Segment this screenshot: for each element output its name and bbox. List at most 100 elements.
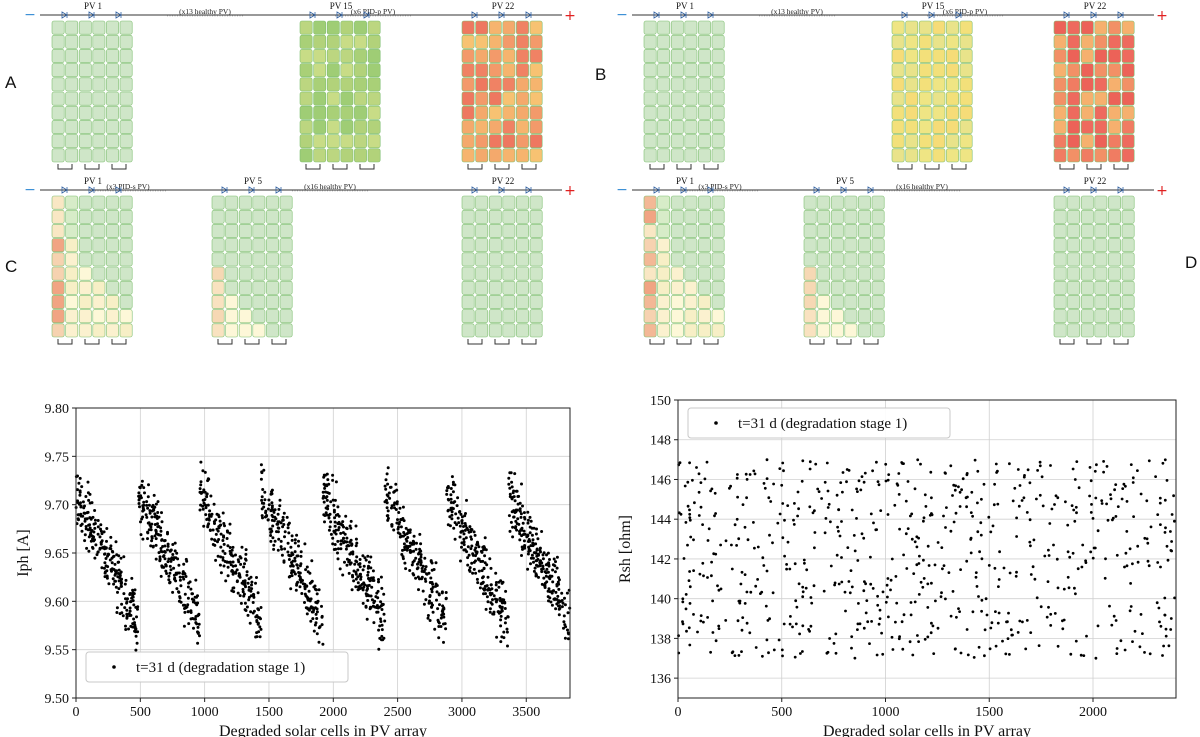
data-point (186, 585, 190, 589)
data-point (1028, 540, 1032, 544)
solar-cell (78, 295, 92, 309)
data-point (526, 567, 530, 571)
data-point (81, 500, 85, 504)
data-point (1145, 499, 1149, 503)
solar-cell (684, 148, 698, 163)
data-point (174, 579, 178, 583)
data-point (1004, 652, 1008, 656)
solar-cell (1108, 309, 1121, 324)
pv-module: PV 15 (299, 1, 381, 170)
solar-cell (905, 105, 919, 120)
solar-cell (516, 34, 529, 49)
data-point (822, 589, 826, 593)
data-point (278, 498, 282, 502)
data-point (965, 473, 969, 477)
data-point (1138, 645, 1142, 649)
solar-cell (657, 20, 671, 35)
data-point (799, 652, 802, 655)
solar-cell (340, 49, 354, 63)
solar-cell (516, 148, 529, 163)
data-point (333, 524, 337, 528)
data-point (1173, 519, 1176, 523)
data-point (503, 621, 507, 625)
solar-cell (340, 91, 354, 106)
data-point (219, 545, 223, 549)
data-point (310, 580, 313, 584)
data-point (177, 590, 180, 594)
data-point (245, 605, 249, 609)
solar-cell (643, 280, 657, 295)
solar-cell (1094, 49, 1108, 63)
data-point (153, 523, 157, 526)
data-point (1072, 508, 1076, 512)
data-point (465, 498, 468, 502)
data-point (249, 610, 253, 614)
solar-cell (1121, 252, 1135, 267)
solar-cell (1080, 266, 1094, 281)
solar-cell (657, 252, 671, 267)
data-point (440, 613, 444, 617)
solar-cell (529, 148, 543, 163)
data-point (336, 557, 340, 561)
data-point (408, 550, 412, 554)
solar-cell (1108, 34, 1121, 49)
data-point (276, 522, 280, 526)
solar-cell (367, 91, 381, 106)
data-point (991, 524, 995, 528)
data-point (1093, 469, 1097, 473)
solar-cell (225, 309, 239, 324)
data-point (246, 581, 250, 585)
data-point (369, 606, 373, 609)
data-point (271, 536, 275, 540)
solar-cell (959, 148, 973, 163)
y-tick-label: 136 (650, 672, 671, 687)
data-point (996, 502, 1000, 506)
data-point (1159, 624, 1163, 628)
data-point (231, 560, 235, 564)
data-point (419, 559, 423, 563)
data-point (282, 559, 286, 563)
solar-cell (698, 323, 711, 338)
data-point (124, 578, 128, 582)
solar-cell (698, 295, 711, 309)
data-point (418, 547, 422, 551)
data-point (160, 511, 163, 515)
data-point (801, 595, 805, 599)
data-point (912, 572, 916, 575)
data-point (886, 513, 890, 516)
data-point (1114, 619, 1118, 622)
data-point (470, 528, 474, 532)
data-point (869, 582, 873, 586)
data-point (213, 522, 216, 525)
solar-cell (279, 252, 293, 267)
data-point (380, 623, 384, 627)
solar-cell (106, 77, 119, 92)
data-point (1173, 596, 1176, 600)
solar-cell (946, 105, 959, 120)
data-point (123, 582, 127, 586)
solar-cell (92, 295, 106, 309)
data-point (1075, 460, 1079, 463)
data-point (397, 522, 401, 526)
solar-cell (313, 63, 327, 78)
data-point (172, 566, 176, 570)
solar-cell (119, 105, 133, 120)
data-point (341, 520, 345, 524)
solar-cell (106, 105, 119, 120)
data-point (889, 578, 893, 582)
data-point (337, 526, 341, 529)
data-point (724, 619, 728, 622)
pv-module: PV 5 (211, 176, 293, 345)
data-point (435, 598, 438, 602)
data-point (76, 501, 80, 504)
data-point (1038, 464, 1042, 468)
solar-cell (529, 238, 543, 253)
solar-cell (1108, 238, 1121, 253)
data-point (94, 543, 98, 547)
solar-cell (670, 224, 684, 238)
solar-cell (830, 266, 844, 281)
solar-cell (502, 238, 516, 253)
data-point (223, 524, 226, 528)
data-point (1154, 475, 1157, 478)
data-point (945, 506, 948, 509)
